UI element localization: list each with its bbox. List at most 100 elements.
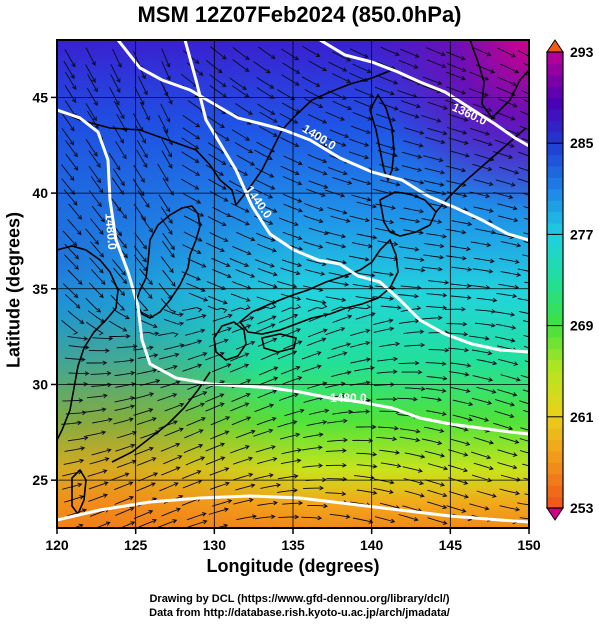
streamline-245 xyxy=(185,206,205,217)
colorbar-segment-3 xyxy=(547,462,563,475)
streamline-168 xyxy=(254,149,273,161)
streamline-632 xyxy=(356,451,378,457)
contour-label-1480-central: 1480.0 xyxy=(330,391,367,405)
streamline-206 xyxy=(208,178,227,190)
streamline-113 xyxy=(376,113,396,122)
streamline-472 xyxy=(349,340,371,348)
streamline-515 xyxy=(426,375,448,381)
streamline-505 xyxy=(182,363,203,372)
streamline-563 xyxy=(133,408,154,416)
colorbar-segment-7 xyxy=(547,416,563,429)
streamline-328 xyxy=(255,259,275,268)
streamline-710 xyxy=(307,503,329,509)
streamline-161 xyxy=(88,150,101,168)
streamline-294 xyxy=(403,229,424,235)
streamline-577 xyxy=(468,414,490,422)
y-tick-label-35: 35 xyxy=(32,281,48,297)
streamline-97 xyxy=(472,103,493,112)
streamline-722 xyxy=(115,506,135,516)
streamline-271 xyxy=(330,215,351,223)
streamline-334 xyxy=(403,256,425,263)
x-tick-label-140: 140 xyxy=(360,537,384,553)
streamline-215 xyxy=(423,180,445,187)
streamline-407 xyxy=(230,304,251,312)
streamline-757 xyxy=(475,530,495,536)
streamline-600 xyxy=(67,435,89,442)
streamline-382 xyxy=(110,294,126,311)
x-tick-label-130: 130 xyxy=(203,537,227,553)
streamline-471 xyxy=(331,342,352,351)
contour-1440 xyxy=(183,40,529,354)
streamline-701 xyxy=(88,493,108,502)
streamline-292 xyxy=(356,233,378,240)
streamline-325 xyxy=(187,258,207,268)
colorbar-segment-0 xyxy=(547,496,563,509)
streamline-253 xyxy=(375,203,396,210)
streamline-615 xyxy=(421,438,443,445)
streamline-568 xyxy=(254,403,275,413)
x-tick-label-120: 120 xyxy=(45,537,69,553)
streamline-225 xyxy=(182,192,202,204)
streamline-299 xyxy=(523,232,529,235)
colorbar-segment-1 xyxy=(547,485,563,498)
streamline-17 xyxy=(472,46,492,57)
streamline-134 xyxy=(404,127,425,135)
streamline-123 xyxy=(135,125,146,144)
streamline-156 xyxy=(448,137,469,145)
streamline-239 xyxy=(522,192,529,196)
streamline-329 xyxy=(281,259,303,268)
streamline-415 xyxy=(426,305,448,310)
streamline-548 xyxy=(257,389,278,399)
streamline-575 xyxy=(426,410,447,416)
streamline-624 xyxy=(160,442,181,452)
streamline-48 xyxy=(256,76,275,89)
streamline-14 xyxy=(400,48,420,58)
streamline-735 xyxy=(427,517,448,525)
streamline-250 xyxy=(303,203,324,212)
streamline-408 xyxy=(256,303,277,312)
streamline-376 xyxy=(450,283,472,289)
streamline-25 xyxy=(186,62,204,76)
streamline-49 xyxy=(281,74,300,86)
streamline-361 xyxy=(89,282,104,299)
streamline-758 xyxy=(498,533,518,538)
streamline-596 xyxy=(448,424,469,432)
streamline-163 xyxy=(136,149,148,168)
colorbar-segment-34 xyxy=(547,109,563,121)
streamline-390 xyxy=(305,298,327,305)
streamline-549 xyxy=(278,392,299,401)
streamline-58 xyxy=(497,76,517,86)
streamline-145 xyxy=(181,137,200,150)
streamline-387 xyxy=(230,293,251,302)
streamline-616 xyxy=(450,438,471,446)
streamline-480 xyxy=(64,357,86,362)
streamline-699 xyxy=(524,493,529,496)
streamline-555 xyxy=(421,396,443,402)
streamline-604 xyxy=(164,427,184,437)
streamline-514 xyxy=(401,369,423,375)
streamline-354 xyxy=(404,267,426,273)
streamline-127 xyxy=(231,129,251,141)
streamline-167 xyxy=(236,154,256,166)
streamline-682 xyxy=(113,481,134,491)
x-tick-label-125: 125 xyxy=(124,537,148,553)
streamline-73 xyxy=(374,86,395,96)
streamline-87 xyxy=(235,103,253,115)
colorbar-segment-28 xyxy=(547,177,563,190)
streamline-170 xyxy=(307,154,328,164)
streamline-274 xyxy=(399,217,421,224)
streamline-595 xyxy=(423,426,445,433)
streamline-629 xyxy=(281,448,302,455)
streamline-475 xyxy=(428,347,450,353)
streamline-643 xyxy=(136,457,157,466)
streamline-108 xyxy=(259,111,278,123)
streamline-34 xyxy=(398,59,419,69)
streamline-681 xyxy=(88,481,109,490)
streamline-426 xyxy=(212,313,233,322)
streamline-639 xyxy=(519,450,529,454)
x-tick-label-145: 145 xyxy=(439,537,463,553)
streamline-140 xyxy=(65,140,78,158)
streamline-707 xyxy=(233,497,254,505)
streamline-582 xyxy=(113,417,134,425)
streamline-9 xyxy=(281,48,300,61)
